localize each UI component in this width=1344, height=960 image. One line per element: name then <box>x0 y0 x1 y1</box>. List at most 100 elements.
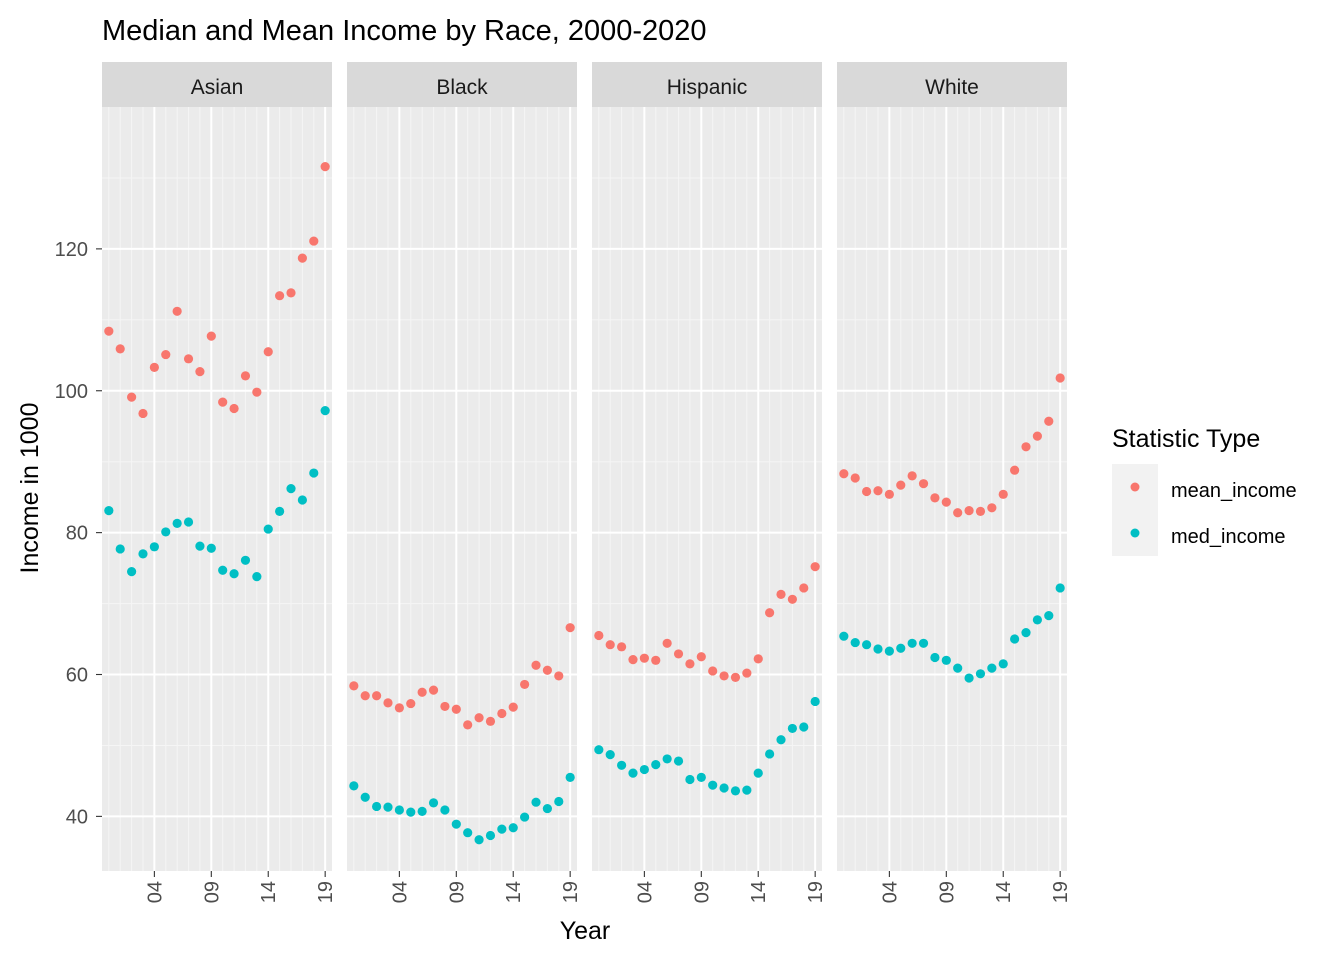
point-med-income <box>662 754 672 764</box>
point-med-income <box>862 640 872 650</box>
x-tick-label: 14 <box>748 881 770 903</box>
x-tick-label: 04 <box>879 881 901 903</box>
facet-strip-label: White <box>925 76 979 99</box>
point-med-income <box>428 798 439 808</box>
point-med-income <box>240 555 251 565</box>
x-tick-label: 14 <box>503 881 525 903</box>
point-med-income <box>161 527 171 537</box>
point-med-income <box>440 805 450 815</box>
point-med-income <box>297 495 307 505</box>
panel-background <box>837 107 1067 871</box>
point-mean-income <box>463 720 473 730</box>
point-mean-income <box>696 652 706 662</box>
legend-key-med-income <box>1130 528 1140 538</box>
point-mean-income <box>349 681 359 691</box>
point-mean-income <box>383 698 393 708</box>
point-mean-income <box>918 479 929 489</box>
point-med-income <box>896 643 906 653</box>
facet-strip-label: Asian <box>191 76 244 99</box>
x-tick-label: 09 <box>691 881 713 903</box>
point-mean-income <box>662 638 672 648</box>
point-med-income <box>360 792 370 802</box>
point-mean-income <box>1032 431 1042 441</box>
point-med-income <box>941 655 951 665</box>
point-mean-income <box>850 473 860 483</box>
point-med-income <box>286 484 296 494</box>
point-mean-income <box>252 387 262 397</box>
point-mean-income <box>172 306 182 316</box>
panel-background <box>347 107 577 871</box>
point-mean-income <box>428 685 439 695</box>
point-mean-income <box>542 665 552 675</box>
point-med-income <box>765 749 775 759</box>
point-med-income <box>673 756 684 766</box>
point-mean-income <box>565 623 575 633</box>
point-med-income <box>605 750 615 760</box>
point-mean-income <box>554 671 564 681</box>
point-med-income <box>742 785 752 795</box>
y-tick-label: 40 <box>66 806 88 828</box>
point-mean-income <box>941 497 951 507</box>
point-med-income <box>451 819 461 829</box>
panel-background <box>592 107 822 871</box>
point-mean-income <box>309 236 319 246</box>
point-med-income <box>263 524 273 534</box>
point-med-income <box>485 830 496 841</box>
point-mean-income <box>787 594 797 604</box>
point-med-income <box>565 772 575 782</box>
point-med-income <box>1010 634 1020 644</box>
point-med-income <box>753 768 763 778</box>
point-med-income <box>776 735 786 745</box>
point-med-income <box>349 781 359 791</box>
facet-panel-hispanic: Hispanic 04 09 14 19 <box>592 62 827 903</box>
point-med-income <box>531 797 541 807</box>
point-med-income <box>930 652 940 663</box>
facet-panel-black: Black 04 09 14 19 <box>347 62 582 903</box>
point-mean-income <box>765 608 775 618</box>
point-med-income <box>275 506 285 516</box>
x-tick-label: 09 <box>936 881 958 903</box>
x-tick-label: 09 <box>201 881 223 903</box>
point-med-income <box>417 806 427 817</box>
point-mean-income <box>263 347 273 357</box>
point-med-income <box>907 638 917 648</box>
x-tick-label: 19 <box>1050 881 1072 903</box>
y-axis-title: Income in 1000 <box>16 403 44 574</box>
point-med-income <box>149 542 159 552</box>
x-tick-label: 19 <box>805 881 827 903</box>
point-mean-income <box>474 713 484 723</box>
y-tick-label: 120 <box>55 239 88 261</box>
point-mean-income <box>218 397 228 407</box>
point-med-income <box>406 807 416 817</box>
point-med-income <box>651 759 661 770</box>
point-med-income <box>474 835 484 845</box>
point-med-income <box>520 812 530 822</box>
point-med-income <box>497 824 507 834</box>
point-med-income <box>918 638 929 648</box>
legend: Statistic Type mean_income med_income <box>1112 425 1297 556</box>
point-med-income <box>639 764 649 775</box>
point-mean-income <box>719 671 729 681</box>
point-mean-income <box>964 506 974 516</box>
point-mean-income <box>799 583 809 593</box>
point-mean-income <box>206 331 216 341</box>
point-med-income <box>383 802 393 812</box>
x-tick-label: 19 <box>315 881 337 903</box>
point-mean-income <box>594 630 604 641</box>
point-med-income <box>320 406 330 416</box>
point-med-income <box>708 780 718 790</box>
point-mean-income <box>508 702 518 712</box>
point-med-income <box>372 801 382 812</box>
point-mean-income <box>115 344 125 354</box>
point-med-income <box>252 572 262 582</box>
point-mean-income <box>639 653 649 663</box>
legend-label-med-income: med_income <box>1171 526 1286 548</box>
point-mean-income <box>987 503 997 513</box>
point-mean-income <box>320 161 330 172</box>
point-mean-income <box>127 392 137 402</box>
point-med-income <box>218 565 228 575</box>
point-mean-income <box>497 708 507 719</box>
point-mean-income <box>628 655 638 665</box>
point-mean-income <box>862 486 872 497</box>
x-tick-label: 04 <box>389 881 411 903</box>
